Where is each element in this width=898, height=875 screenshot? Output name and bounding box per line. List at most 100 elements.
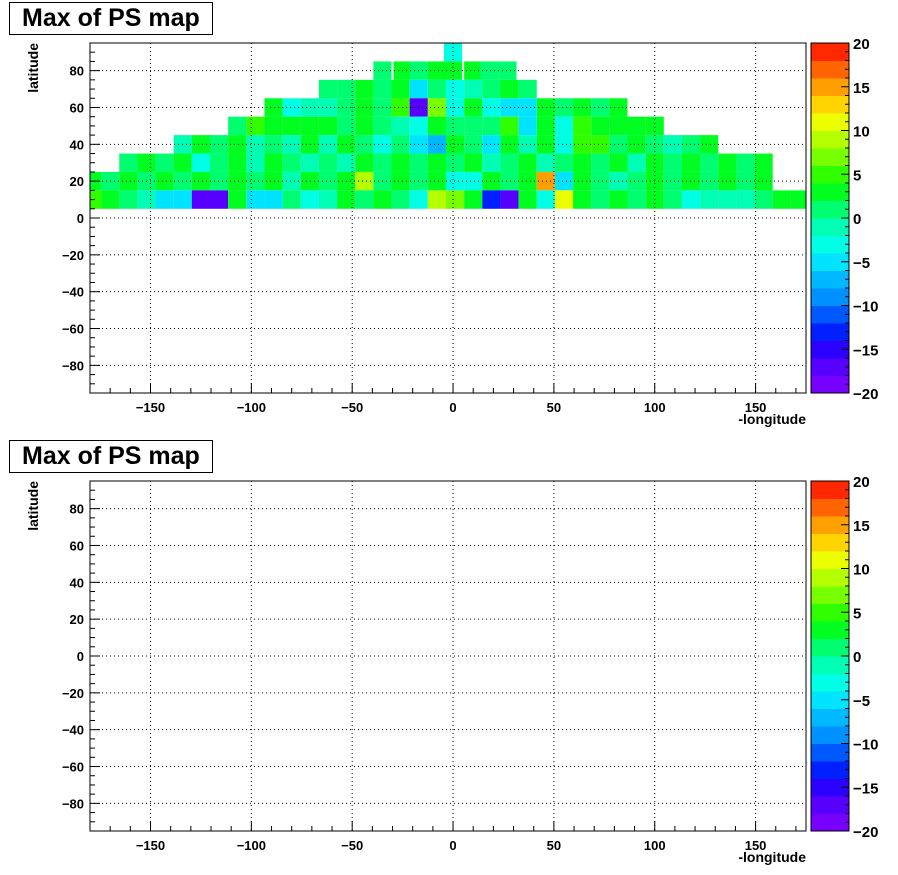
heatmap-cell: [337, 190, 356, 209]
heatmap-cell: [391, 79, 410, 99]
colorbar-band: [811, 235, 849, 254]
x-axis-label: -longitude: [738, 849, 806, 865]
heatmap-cell: [137, 190, 156, 209]
heatmap-cell: [427, 98, 446, 117]
heatmap-cell: [264, 116, 283, 136]
colorbar-label: 20: [853, 474, 870, 491]
colorbar-label: 20: [853, 36, 870, 53]
heatmap-cell: [464, 190, 483, 209]
heatmap-cell: [681, 171, 701, 191]
top-panel: −150 −100 −50 0 50 100 150 −80 −60 −40 −20 0 20 40 60 8…: [0, 0, 898, 437]
x-tick-label: 100: [644, 400, 666, 415]
heatmap-cell: [554, 135, 574, 154]
bottom-panel: −150 −100 −50 0 50 100 150 −80 −60 −40 −20 0 20 40 60 8…: [0, 438, 898, 875]
heatmap-cell: [736, 190, 755, 209]
colorbar-band: [811, 568, 849, 587]
heatmap-cell: [300, 190, 319, 209]
heatmap-cell: [700, 153, 719, 172]
heatmap-cell: [355, 98, 374, 117]
heatmap-cell: [210, 153, 229, 172]
y-tick-label: −60: [62, 322, 84, 337]
heatmap-cell: [627, 171, 646, 191]
colorbar-band: [811, 60, 849, 79]
top-title: Max of PS map: [9, 2, 213, 35]
colorbar-label: 0: [853, 649, 861, 666]
heatmap-cell: [318, 116, 338, 136]
colorbar-band: [811, 183, 849, 201]
y-tick-label: 80: [70, 64, 84, 79]
heatmap-cell: [318, 98, 338, 117]
heatmap-cell: [500, 153, 519, 172]
colorbar-band: [811, 148, 849, 166]
heatmap-cell: [246, 153, 265, 172]
heatmap-cell: [591, 98, 610, 117]
heatmap-cell: [700, 171, 719, 191]
x-tick-label: −50: [341, 838, 363, 853]
colorbar-label: −20: [853, 824, 878, 841]
colorbar-band: [811, 778, 849, 797]
heatmap-cell: [627, 135, 646, 154]
y-tick-label: 0: [77, 211, 84, 226]
y-axis-label: latitude: [25, 43, 41, 93]
heatmap-cell: [264, 171, 283, 191]
heatmap-cell: [609, 190, 628, 209]
heatmap-cell: [627, 116, 646, 136]
heatmap-cell: [443, 61, 463, 80]
colorbar-band: [811, 673, 849, 692]
heatmap-cell: [500, 135, 519, 154]
y-tick-label: 40: [70, 575, 84, 590]
x-tick-label: 0: [449, 400, 456, 415]
y-tick-label: −40: [62, 723, 84, 738]
colorbar-label: 5: [853, 605, 861, 622]
x-tick-label: −50: [341, 400, 363, 415]
heatmap-cell: [518, 79, 537, 99]
heatmap-cell: [554, 98, 574, 117]
heatmap-cell: [355, 171, 374, 191]
heatmap-cell: [119, 153, 138, 172]
heatmap-cell: [482, 171, 501, 191]
x-tick-label: −150: [136, 400, 165, 415]
colorbar-band: [811, 533, 849, 552]
heatmap-cell: [355, 190, 374, 209]
heatmap-cell: [445, 153, 465, 172]
heatmap-cell: [264, 135, 283, 154]
y-tick-label: −60: [62, 760, 84, 775]
y-tick-label: −20: [62, 686, 84, 701]
colorbar-band: [811, 481, 849, 499]
heatmap-cell: [318, 153, 338, 172]
colorbar-band: [811, 796, 849, 814]
heatmap-cell: [700, 135, 719, 154]
heatmap-cell: [464, 79, 483, 99]
heatmap-cell: [282, 153, 301, 172]
heatmap-cell: [464, 153, 483, 172]
heatmap-cell: [536, 98, 555, 117]
colorbar-band: [811, 375, 849, 394]
heatmap-cell: [464, 98, 483, 117]
y-tick-label: 20: [70, 174, 84, 189]
heatmap-cell: [355, 116, 374, 136]
heatmap-cell: [300, 135, 319, 154]
heatmap-cell: [337, 153, 356, 172]
heatmap-cell: [554, 116, 574, 136]
heatmap-cell: [427, 171, 446, 191]
heatmap-cell: [155, 171, 174, 191]
colorbar-label: 15: [853, 518, 870, 535]
heatmap-cell: [318, 171, 338, 191]
heatmap-cell: [300, 116, 319, 136]
heatmap-cell: [518, 135, 537, 154]
heatmap-cell: [591, 153, 610, 172]
colorbar-band: [811, 743, 849, 762]
heatmap-cell: [681, 153, 701, 172]
heatmap-cell: [337, 116, 356, 136]
heatmap-cell: [210, 190, 229, 209]
heatmap-cell: [373, 153, 392, 172]
x-tick-label: 0: [449, 838, 456, 853]
colorbar-band: [811, 813, 849, 832]
heatmap-cell: [445, 98, 465, 117]
heatmap-cell: [300, 153, 319, 172]
heatmap-cell: [191, 190, 211, 209]
y-tick-label: 40: [70, 137, 84, 152]
heatmap-cell: [700, 190, 719, 209]
heatmap-cell: [645, 116, 664, 136]
heatmap-cell: [536, 171, 555, 191]
